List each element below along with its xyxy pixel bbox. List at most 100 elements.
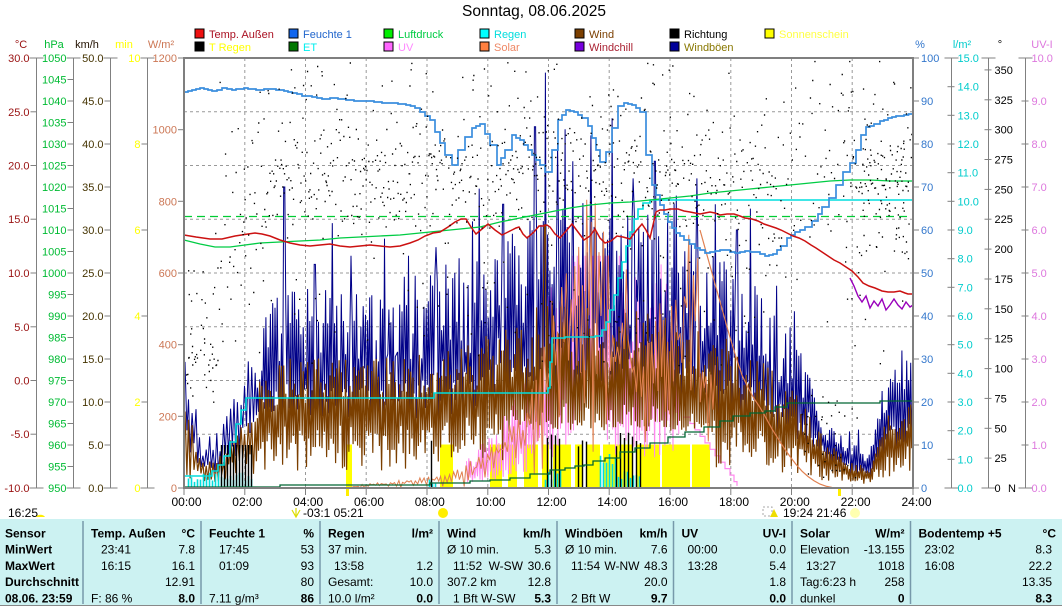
svg-text:Wind: Wind [589, 29, 614, 41]
svg-text:3.0: 3.0 [958, 397, 973, 409]
svg-text:14:00: 14:00 [597, 495, 627, 509]
svg-text:50: 50 [921, 268, 933, 280]
svg-text:275: 275 [995, 155, 1013, 167]
svg-text:04:00: 04:00 [293, 495, 323, 509]
svg-text:7.0: 7.0 [1032, 182, 1047, 194]
svg-text:960: 960 [48, 440, 66, 452]
svg-text:600: 600 [159, 268, 177, 280]
svg-text:86: 86 [301, 591, 315, 605]
svg-text:985: 985 [48, 333, 66, 345]
svg-text:T Regen: T Regen [209, 42, 251, 54]
svg-text:min: min [115, 39, 133, 51]
svg-text:°C: °C [1043, 527, 1057, 541]
svg-text:8: 8 [134, 139, 140, 151]
svg-text:225: 225 [995, 214, 1013, 226]
svg-text:11:54: 11:54 [571, 559, 600, 573]
svg-text:5.3: 5.3 [534, 591, 551, 605]
svg-text:950: 950 [48, 483, 66, 495]
svg-text:Richtung: Richtung [684, 29, 727, 41]
svg-text:970: 970 [48, 397, 66, 409]
svg-text:13:28: 13:28 [688, 559, 718, 573]
svg-text:Luftdruck: Luftdruck [398, 29, 444, 41]
svg-text:16.1: 16.1 [172, 559, 196, 573]
svg-text:40: 40 [921, 311, 933, 323]
svg-text:1.0: 1.0 [958, 454, 973, 466]
svg-text:307.2 km: 307.2 km [447, 575, 496, 589]
svg-text:22:00: 22:00 [841, 495, 871, 509]
svg-text:11.0: 11.0 [958, 168, 979, 180]
svg-text:7.6: 7.6 [651, 543, 668, 557]
svg-text:Ø 10 min.: Ø 10 min. [565, 543, 617, 557]
svg-text:15.0: 15.0 [82, 354, 103, 366]
svg-text:1040: 1040 [42, 96, 66, 108]
svg-text:20.0: 20.0 [8, 161, 29, 173]
svg-text:80: 80 [301, 575, 315, 589]
svg-text:W/m²: W/m² [148, 39, 175, 51]
svg-text:Sonnenschein: Sonnenschein [779, 29, 849, 41]
svg-text:1200: 1200 [153, 53, 177, 65]
svg-text:200: 200 [995, 244, 1013, 256]
svg-text:Elevation: Elevation [800, 543, 849, 557]
svg-text:125: 125 [995, 334, 1013, 346]
svg-text:90: 90 [921, 96, 933, 108]
svg-text:75: 75 [995, 393, 1007, 405]
svg-text:1050: 1050 [42, 53, 66, 65]
svg-text:12.8: 12.8 [528, 575, 552, 589]
svg-text:l/m²: l/m² [412, 527, 433, 541]
svg-text:1020: 1020 [42, 182, 66, 194]
svg-text:23:41: 23:41 [101, 543, 131, 557]
svg-text:00:00: 00:00 [171, 495, 201, 509]
svg-text:Bodentemp +5: Bodentemp +5 [919, 527, 1002, 541]
svg-text:16:25: 16:25 [8, 506, 38, 520]
svg-text:7.0: 7.0 [958, 282, 973, 294]
svg-text:0.0: 0.0 [1032, 483, 1047, 495]
svg-text:6.0: 6.0 [958, 311, 973, 323]
svg-text:W/m²: W/m² [875, 527, 904, 541]
svg-text:10: 10 [128, 53, 140, 65]
svg-text:06:00: 06:00 [354, 495, 384, 509]
svg-text:2.0: 2.0 [958, 426, 973, 438]
svg-text:16:00: 16:00 [658, 495, 688, 509]
svg-text:2 Bft W: 2 Bft W [571, 591, 611, 605]
svg-text:F: 86 %: F: 86 % [91, 591, 133, 605]
svg-text:9.0: 9.0 [958, 225, 973, 237]
svg-text:15.0: 15.0 [958, 53, 979, 65]
svg-text:9.0: 9.0 [1032, 96, 1047, 108]
svg-text:80: 80 [921, 139, 933, 151]
svg-text:13:58: 13:58 [334, 559, 364, 573]
svg-text:-10.0: -10.0 [4, 483, 29, 495]
svg-text:10.0: 10.0 [82, 397, 103, 409]
svg-text:10: 10 [921, 440, 933, 452]
svg-text:8.0: 8.0 [958, 254, 973, 266]
svg-text:30.0: 30.0 [8, 53, 29, 65]
svg-text:15.0: 15.0 [8, 214, 29, 226]
svg-text:60: 60 [921, 225, 933, 237]
svg-text:965: 965 [48, 419, 66, 431]
svg-text:17:45: 17:45 [219, 543, 249, 557]
svg-text:0.0: 0.0 [416, 591, 433, 605]
svg-text:25: 25 [995, 453, 1007, 465]
svg-text:250: 250 [995, 184, 1013, 196]
svg-text:0.0: 0.0 [958, 483, 973, 495]
svg-text:16:08: 16:08 [925, 559, 955, 573]
svg-text:30.0: 30.0 [82, 225, 103, 237]
svg-text:100: 100 [921, 53, 939, 65]
svg-text:W-NW: W-NW [604, 559, 640, 573]
svg-text:350: 350 [995, 65, 1013, 77]
svg-text:48.3: 48.3 [644, 559, 668, 573]
svg-text:37 min.: 37 min. [328, 543, 367, 557]
svg-text:20.0: 20.0 [82, 311, 103, 323]
svg-text:Feuchte 1: Feuchte 1 [303, 29, 352, 41]
svg-text:km/h: km/h [75, 39, 99, 51]
svg-text:990: 990 [48, 311, 66, 323]
svg-text:0: 0 [995, 483, 1001, 495]
svg-text:3.0: 3.0 [1032, 354, 1047, 366]
svg-text:22.2: 22.2 [1029, 559, 1053, 573]
svg-text:1018: 1018 [878, 559, 905, 573]
svg-text:1.0: 1.0 [1032, 440, 1047, 452]
svg-text:Sonntag, 08.06.2025: Sonntag, 08.06.2025 [462, 3, 606, 20]
svg-text:UV-I: UV-I [763, 527, 786, 541]
svg-text:16:15: 16:15 [101, 559, 131, 573]
svg-text:-5.0: -5.0 [11, 429, 30, 441]
svg-text:18:00: 18:00 [719, 495, 749, 509]
